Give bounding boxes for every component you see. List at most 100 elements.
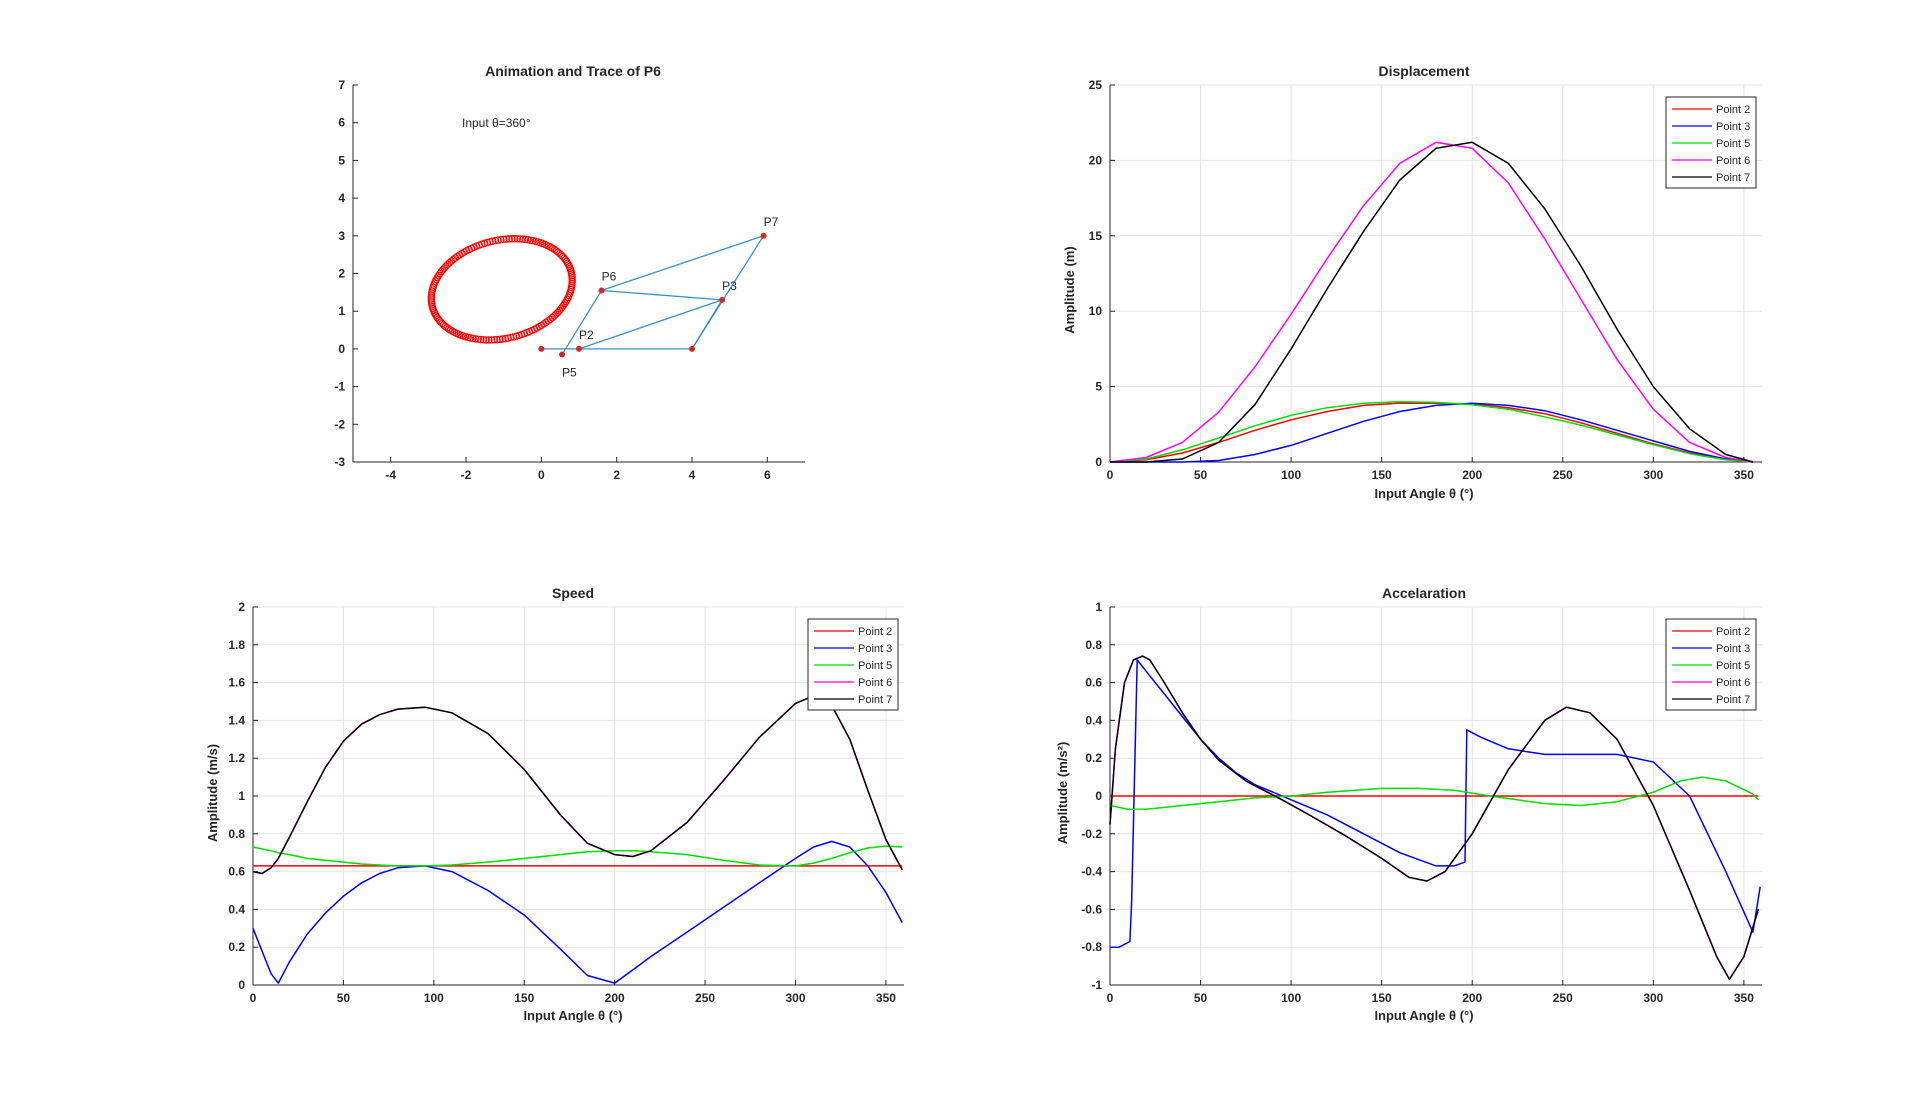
y-tick-label: 1.6 [228,676,245,690]
x-tick-label: 150 [514,991,534,1005]
trace-marker [519,235,527,243]
trace-marker [508,235,516,243]
series-line-point-3 [1110,659,1761,948]
x-tick-label: 0 [1107,991,1114,1005]
series-line-point-7 [1110,141,1754,463]
y-axis-label: Amplitude (m/s²) [1055,742,1070,845]
y-tick-label: 0.4 [228,902,245,916]
trace-marker [497,235,505,244]
trace-marker [516,235,524,243]
y-axis-label: Amplitude (m) [1062,246,1077,333]
trace-marker [559,301,568,309]
trace-marker [558,303,566,311]
y-tick-label: 1 [238,789,245,803]
y-tick-label: -0.2 [1081,827,1102,841]
trace-marker [513,235,522,243]
x-tick-label: 300 [1643,991,1663,1005]
x-tick-label: 150 [1372,991,1392,1005]
legend-entry: Point 6 [1716,677,1750,689]
trace-marker [427,293,436,301]
series-line-point-7 [1109,655,1760,981]
legend-entry: Point 2 [1716,104,1750,116]
y-tick-label: -1 [334,380,345,394]
trace-marker [511,235,519,243]
trace-marker [471,335,480,343]
x-tick-label: -2 [461,468,472,482]
chart-title: Displacement [1378,63,1469,79]
trace-marker [437,267,445,276]
series-line-point-6 [1109,655,1760,981]
joint-label-p7: P7 [764,215,779,229]
trace-marker [568,277,576,286]
y-tick-label: 1 [338,304,345,318]
y-tick-label: 0 [338,342,345,356]
trace-marker [434,271,443,280]
trace-marker [487,336,496,344]
speed-plot: Speed Input Angle θ (°) Amplitude (m/s) … [205,585,904,1023]
trace-marker [490,336,499,344]
series-line-point-6 [252,695,903,875]
trace-marker [485,336,493,344]
x-tick-label: 50 [337,991,351,1005]
x-tick-label: 300 [1643,468,1663,482]
joint-point [576,345,582,352]
x-tick-label: 250 [1553,991,1573,1005]
y-tick-label: 0.6 [1085,676,1102,690]
x-tick-label: 250 [1553,468,1573,482]
y-tick-label: 20 [1089,153,1103,167]
x-tick-label: 50 [1194,991,1208,1005]
trace-marker [551,246,559,254]
x-tick-label: 0 [1107,468,1114,482]
y-tick-label: 4 [338,191,345,205]
series-line-point-5 [252,845,903,867]
x-tick-label: 350 [876,991,896,1005]
x-tick-label: 200 [1462,468,1482,482]
trace-marker [521,235,530,244]
legend-entry: Point 7 [1716,172,1750,184]
series-line-point-6 [1109,141,1754,463]
y-tick-label: 10 [1089,304,1103,318]
link-bar [561,290,603,355]
trace-marker [469,334,477,343]
x-tick-label: 6 [764,468,771,482]
trace-marker [488,237,497,245]
joint-label-p6: P6 [602,269,617,283]
x-tick-label: 4 [689,468,696,482]
x-tick-label: 100 [424,991,444,1005]
trace-marker [477,335,485,344]
x-axis-label: Input Angle θ (°) [1374,486,1473,501]
trace-marker [491,236,500,245]
trace-marker [493,335,501,344]
y-axis-label: Amplitude (m/s) [205,744,220,842]
joint-point [760,232,767,239]
trace-marker [561,299,569,307]
x-tick-label: 2 [613,468,620,482]
legend-entry: Point 6 [1716,155,1750,167]
x-tick-label: 350 [1734,468,1754,482]
trace-marker [505,235,513,243]
chart-title: Animation and Trace of P6 [485,63,661,79]
y-tick-label: 15 [1089,229,1103,243]
y-tick-label: -2 [334,417,345,431]
y-tick-label: -0.6 [1081,902,1102,916]
trace-marker [474,335,482,343]
x-tick-label: 350 [1734,991,1754,1005]
x-tick-label: 100 [1281,468,1301,482]
link-bar [601,289,723,301]
y-tick-label: 0 [1095,455,1102,469]
trace-marker [504,334,512,342]
joint-label-p3: P3 [722,279,737,293]
x-tick-label: 0 [538,468,545,482]
trace-marker [567,270,576,278]
y-tick-label: -0.8 [1081,940,1102,954]
y-tick-label: 5 [338,153,345,167]
x-tick-label: 300 [785,991,805,1005]
y-tick-label: 0.8 [228,827,245,841]
x-tick-label: 200 [605,991,625,1005]
x-tick-label: 0 [250,991,257,1005]
y-tick-label: 2 [238,600,245,614]
trace-marker [436,269,444,278]
link-bar [691,235,765,350]
trace-marker [526,236,535,244]
